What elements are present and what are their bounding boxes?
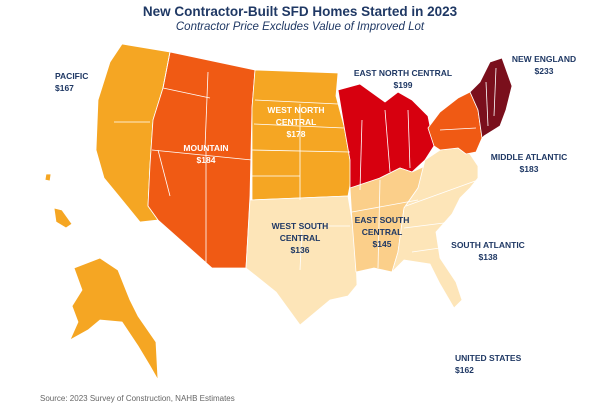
- map-title: New Contractor-Built SFD Homes Started i…: [142, 4, 458, 19]
- label-east-south-central: EAST SOUTH CENTRAL $145: [345, 214, 419, 250]
- label-west-south-central-price: $136: [290, 245, 310, 255]
- region-hawaii-small-island: [44, 173, 52, 182]
- label-west-south-central-line2: CENTRAL: [279, 233, 321, 243]
- label-pacific-price: $167: [55, 83, 74, 93]
- label-mountain: MOUNTAIN $184: [176, 142, 236, 166]
- label-united-states-name: UNITED STATES: [455, 353, 522, 363]
- region-alaska: [69, 257, 159, 381]
- label-middle-atlantic-name: MIDDLE ATLANTIC: [490, 152, 568, 162]
- state-borders: [114, 51, 497, 271]
- map-subtitle: Contractor Price Excludes Value of Impro…: [175, 21, 425, 33]
- region-west-south-central: [245, 195, 358, 326]
- label-middle-atlantic: MIDDLE ATLANTIC $183: [482, 151, 576, 175]
- label-west-north-central-line2: CENTRAL: [275, 117, 317, 127]
- label-new-england-price: $233: [534, 66, 554, 76]
- label-pacific: PACIFIC $167: [55, 70, 88, 94]
- label-south-atlantic-name: SOUTH ATLANTIC: [451, 240, 525, 250]
- region-middle-atlantic: [427, 91, 483, 155]
- label-west-north-central-price: $178: [286, 129, 306, 139]
- label-new-england: NEW ENGLAND $233: [506, 53, 582, 77]
- label-south-atlantic-price: $138: [478, 252, 498, 262]
- label-east-north-central: EAST NORTH CENTRAL $199: [350, 67, 456, 91]
- label-united-states-price: $162: [455, 365, 474, 375]
- label-east-north-central-name: EAST NORTH CENTRAL: [353, 68, 453, 78]
- label-west-north-central: WEST NORTH CENTRAL $178: [258, 104, 334, 140]
- label-mountain-price: $184: [196, 155, 216, 165]
- label-east-south-central-line1: EAST SOUTH: [354, 215, 410, 225]
- label-west-north-central-line1: WEST NORTH: [267, 105, 325, 115]
- region-new-england: [469, 57, 513, 139]
- label-east-north-central-price: $199: [393, 80, 413, 90]
- label-west-south-central: WEST SOUTH CENTRAL $136: [262, 220, 338, 256]
- region-hawaii: [53, 207, 73, 229]
- label-east-south-central-price: $145: [372, 239, 392, 249]
- label-west-south-central-line1: WEST SOUTH: [271, 221, 329, 231]
- source-note: Source: 2023 Survey of Construction, NAH…: [40, 394, 235, 403]
- label-new-england-name: NEW ENGLAND: [511, 54, 577, 64]
- label-east-south-central-line2: CENTRAL: [361, 227, 403, 237]
- label-pacific-name: PACIFIC: [55, 71, 89, 81]
- label-mountain-name: MOUNTAIN: [183, 143, 229, 153]
- label-south-atlantic: SOUTH ATLANTIC $138: [442, 239, 534, 263]
- label-united-states: UNITED STATES $162: [455, 352, 521, 376]
- label-middle-atlantic-price: $183: [519, 164, 539, 174]
